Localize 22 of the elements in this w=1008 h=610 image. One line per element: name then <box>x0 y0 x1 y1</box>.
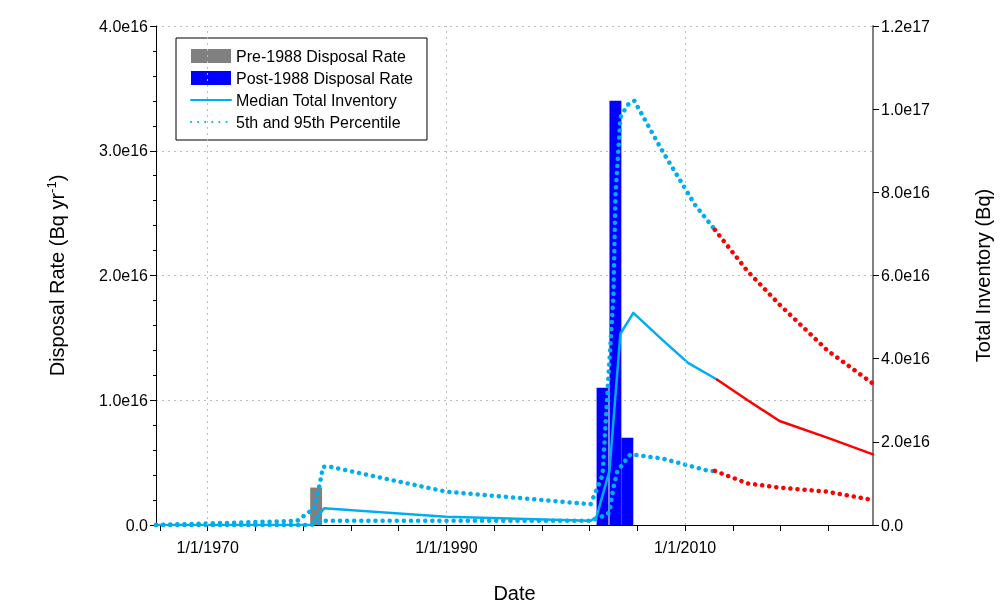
y-tick-label: 1.0e16 <box>99 391 149 409</box>
x-axis-title: Date <box>493 582 536 604</box>
y2-axis-title: Total Inventory (Bq) <box>972 188 994 363</box>
y2-tick-label: 1.0e17 <box>881 100 931 118</box>
y2-tick-label: 0.0 <box>881 516 904 534</box>
y2-tick-label: 8.0e16 <box>881 183 931 201</box>
y-tick-label: 2.0e16 <box>99 267 149 284</box>
y-tick-label: 4.0e16 <box>99 17 149 35</box>
y-tick-label: 0.0 <box>125 516 149 534</box>
x-tick-label: 1/1/2010 <box>653 538 717 556</box>
x-tick-label: 1/1/1990 <box>415 538 478 556</box>
legend-label: Post-1988 Disposal Rate <box>236 69 414 87</box>
y2-tick-label: 6.0e16 <box>881 267 931 284</box>
y2-tick-label: 4.0e16 <box>881 350 931 368</box>
legend-label: Pre-1988 Disposal Rate <box>236 47 406 65</box>
y2-tick-label: 2.0e16 <box>881 433 931 451</box>
y-axis-title: Disposal Rate (Bq yr-1) <box>44 174 68 377</box>
x-tick-label: 1/1/1970 <box>176 538 239 556</box>
legend-label: Median Total Inventory <box>236 91 397 109</box>
legend-label: 5th and 95th Percentile <box>236 113 401 131</box>
y-tick-label: 3.0e16 <box>99 142 149 160</box>
y2-tick-label: 1.2e17 <box>881 17 931 35</box>
